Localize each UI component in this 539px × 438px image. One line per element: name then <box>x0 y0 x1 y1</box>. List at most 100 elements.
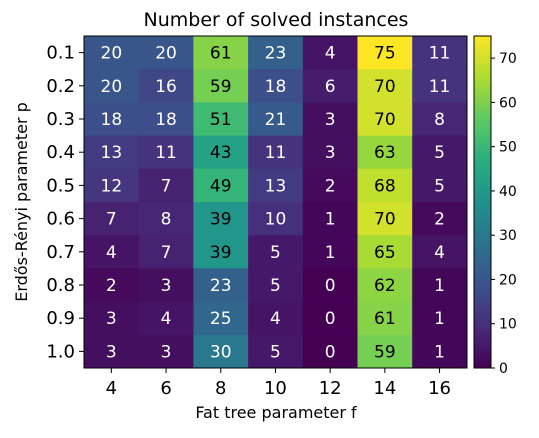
cell-value-label: 11 <box>265 143 287 163</box>
heatmap-cell <box>302 36 358 70</box>
heatmap-cell <box>357 102 413 136</box>
cell-value-label: 70 <box>374 210 396 230</box>
heatmap-cell <box>357 301 413 336</box>
colorbar-tick-label: 60 <box>499 95 517 111</box>
cell-value-label: 2 <box>434 210 445 230</box>
heatmap-cell <box>357 69 413 103</box>
heatmap-cell <box>138 69 194 103</box>
cell-value-label: 13 <box>101 143 123 163</box>
cell-value-label: 5 <box>270 276 281 296</box>
cell-value-label: 5 <box>434 143 445 163</box>
heatmap-cell <box>193 301 249 336</box>
heatmap-cell <box>84 135 140 170</box>
cell-value-label: 8 <box>161 210 172 230</box>
heatmap-cell <box>412 235 468 269</box>
cell-value-label: 4 <box>325 44 336 64</box>
heatmap-cell <box>357 36 413 70</box>
cell-value-label: 0 <box>325 342 336 362</box>
cell-value-label: 8 <box>434 110 445 130</box>
heatmap-cell <box>84 36 140 70</box>
heatmap-cell <box>138 301 194 336</box>
cell-value-label: 18 <box>155 110 177 130</box>
heatmap-cell <box>248 334 304 369</box>
cell-value-label: 13 <box>265 176 287 196</box>
cell-value-label: 3 <box>325 110 336 130</box>
cell-value-label: 3 <box>325 143 336 163</box>
cell-value-label: 18 <box>101 110 123 130</box>
cell-value-label: 65 <box>374 243 396 263</box>
heatmap-cell <box>302 301 358 336</box>
x-axis-label: Fat tree parameter f <box>195 403 357 422</box>
y-axis: 0.1 0.2 0.3 0.4 0.5 0.6 0.7 0.8 0.9 1.0 <box>46 43 84 362</box>
heatmap-cell <box>84 334 140 369</box>
heatmap-cell <box>138 168 194 203</box>
heatmap-cell <box>248 168 304 203</box>
cell-value-label: 23 <box>265 44 287 64</box>
y-tick-label: 0.2 <box>46 76 75 97</box>
cell-value-label: 68 <box>374 176 396 196</box>
cell-value-label: 5 <box>270 342 281 362</box>
heatmap-cell <box>248 69 304 103</box>
cell-value-label: 23 <box>210 276 232 296</box>
heatmap-cell <box>412 168 468 203</box>
heatmap-cell <box>138 334 194 369</box>
cell-value-label: 1 <box>325 210 336 230</box>
cell-value-label: 43 <box>210 143 232 163</box>
cell-value-label: 61 <box>210 44 232 64</box>
heatmap-cell <box>84 235 140 269</box>
heatmap-cell <box>357 135 413 170</box>
cell-value-label: 3 <box>106 309 117 329</box>
cell-value-label: 30 <box>210 342 232 362</box>
heatmap-cell <box>412 36 468 70</box>
colorbar <box>473 35 492 369</box>
x-tick-label: 14 <box>373 378 396 399</box>
cell-value-label: 7 <box>161 243 172 263</box>
heatmap-cell <box>193 36 249 70</box>
heatmap-cell <box>138 268 194 302</box>
cell-value-label: 75 <box>374 44 396 64</box>
colorbar-axis: 0 10 20 30 40 50 60 70 <box>491 51 517 377</box>
heatmap-cell <box>84 202 140 236</box>
cell-value-label: 0 <box>325 276 336 296</box>
heatmap-cell <box>138 202 194 236</box>
heatmap-cell <box>193 102 249 136</box>
cell-value-label: 70 <box>374 77 396 97</box>
x-tick-label: 4 <box>106 378 117 399</box>
colorbar-tick-label: 10 <box>499 317 517 333</box>
colorbar-tick-label: 40 <box>499 184 517 200</box>
heatmap-cell <box>193 235 249 269</box>
y-tick-label: 0.3 <box>46 109 75 130</box>
cell-value-label: 1 <box>434 342 445 362</box>
heatmap-cell <box>357 268 413 302</box>
cell-value-label: 2 <box>106 276 117 296</box>
heatmap-cell <box>357 334 413 369</box>
cell-value-label: 1 <box>434 309 445 329</box>
heatmap-cell <box>193 202 249 236</box>
colorbar-tick-label: 50 <box>499 140 517 156</box>
x-axis: 4 6 8 10 12 14 16 <box>106 368 451 399</box>
cell-value-label: 11 <box>429 44 451 64</box>
heatmap-cell <box>84 168 140 203</box>
cell-value-label: 4 <box>106 243 117 263</box>
heatmap-cell <box>193 168 249 203</box>
heatmap-cell <box>138 36 194 70</box>
cell-value-label: 10 <box>265 210 287 230</box>
heatmap-cell <box>248 202 304 236</box>
cell-value-label: 4 <box>270 309 281 329</box>
heatmap-cell <box>357 202 413 236</box>
heatmap-cell <box>302 102 358 136</box>
y-tick-label: 0.6 <box>46 209 75 230</box>
heatmap-cell <box>412 102 468 136</box>
y-tick-label: 0.7 <box>46 242 75 263</box>
cell-value-label: 18 <box>265 77 287 97</box>
cell-value-label: 61 <box>374 309 396 329</box>
cell-value-label: 63 <box>374 143 396 163</box>
heatmap-cell <box>302 168 358 203</box>
cell-value-label: 12 <box>101 176 123 196</box>
heatmap-cell <box>412 268 468 302</box>
heatmap-cell <box>302 334 358 369</box>
heatmap-cell <box>302 268 358 302</box>
x-tick-label: 6 <box>160 378 171 399</box>
